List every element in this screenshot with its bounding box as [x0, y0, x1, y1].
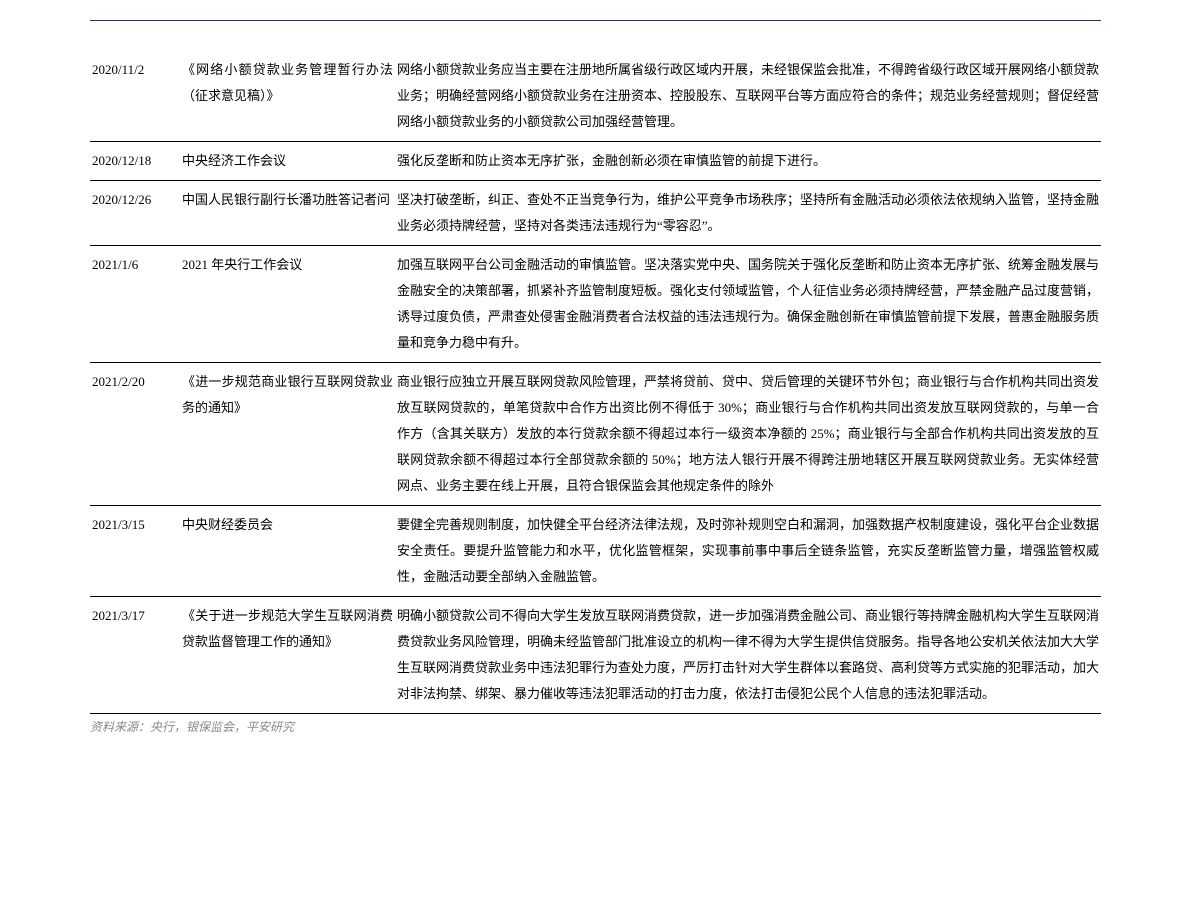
table-row: 2020/11/2 《网络小额贷款业务管理暂行办法（征求意见稿）》 网络小额贷款…: [90, 51, 1101, 142]
table-row: 2021/3/15 中央财经委员会 要健全完善规则制度，加快健全平台经济法律法规…: [90, 506, 1101, 597]
table-row: 2021/1/6 2021 年央行工作会议 加强互联网平台公司金融活动的审慎监管…: [90, 246, 1101, 363]
date-cell: 2021/2/20: [90, 363, 180, 506]
content-cell: 明确小额贷款公司不得向大学生发放互联网消费贷款，进一步加强消费金融公司、商业银行…: [395, 597, 1101, 714]
title-cell: 《关于进一步规范大学生互联网消费贷款监督管理工作的通知》: [180, 597, 395, 714]
date-cell: 2021/3/15: [90, 506, 180, 597]
source-text: 资料来源：央行，银保监会，平安研究: [90, 718, 1101, 735]
content-cell: 商业银行应独立开展互联网贷款风险管理，严禁将贷前、贷中、贷后管理的关键环节外包；…: [395, 363, 1101, 506]
table-row: 2020/12/26 中国人民银行副行长潘功胜答记者问 坚决打破垄断，纠正、查处…: [90, 181, 1101, 246]
date-cell: 2021/1/6: [90, 246, 180, 363]
top-divider: [90, 20, 1101, 21]
content-cell: 坚决打破垄断，纠正、查处不正当竞争行为，维护公平竞争市场秩序；坚持所有金融活动必…: [395, 181, 1101, 246]
title-cell: 2021 年央行工作会议: [180, 246, 395, 363]
content-cell: 加强互联网平台公司金融活动的审慎监管。坚决落实党中央、国务院关于强化反垄断和防止…: [395, 246, 1101, 363]
date-cell: 2020/12/26: [90, 181, 180, 246]
policy-table: 2020/11/2 《网络小额贷款业务管理暂行办法（征求意见稿）》 网络小额贷款…: [90, 51, 1101, 714]
date-cell: 2020/11/2: [90, 51, 180, 142]
date-cell: 2021/3/17: [90, 597, 180, 714]
content-cell: 要健全完善规则制度，加快健全平台经济法律法规，及时弥补规则空白和漏洞，加强数据产…: [395, 506, 1101, 597]
table-body: 2020/11/2 《网络小额贷款业务管理暂行办法（征求意见稿）》 网络小额贷款…: [90, 51, 1101, 714]
table-row: 2021/2/20 《进一步规范商业银行互联网贷款业务的通知》 商业银行应独立开…: [90, 363, 1101, 506]
title-cell: 《网络小额贷款业务管理暂行办法（征求意见稿）》: [180, 51, 395, 142]
date-cell: 2020/12/18: [90, 142, 180, 181]
title-cell: 中央经济工作会议: [180, 142, 395, 181]
title-cell: 中国人民银行副行长潘功胜答记者问: [180, 181, 395, 246]
content-cell: 强化反垄断和防止资本无序扩张，金融创新必须在审慎监管的前提下进行。: [395, 142, 1101, 181]
table-row: 2020/12/18 中央经济工作会议 强化反垄断和防止资本无序扩张，金融创新必…: [90, 142, 1101, 181]
title-cell: 《进一步规范商业银行互联网贷款业务的通知》: [180, 363, 395, 506]
content-cell: 网络小额贷款业务应当主要在注册地所属省级行政区域内开展，未经银保监会批准，不得跨…: [395, 51, 1101, 142]
title-cell: 中央财经委员会: [180, 506, 395, 597]
table-row: 2021/3/17 《关于进一步规范大学生互联网消费贷款监督管理工作的通知》 明…: [90, 597, 1101, 714]
